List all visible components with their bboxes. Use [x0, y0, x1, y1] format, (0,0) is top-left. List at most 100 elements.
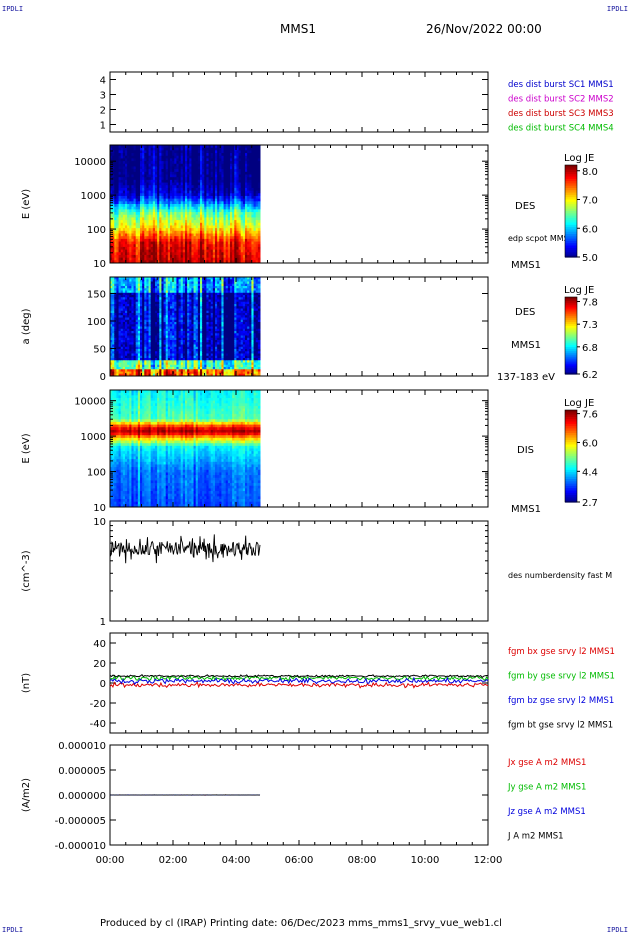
des-energy-cell [236, 233, 240, 237]
des-energy-cell [193, 204, 197, 208]
des-energy-cell [182, 179, 186, 184]
des-energy-cell [152, 177, 156, 181]
des-energy-cell [210, 225, 214, 229]
des-energy-cell [116, 220, 120, 224]
des-energy-cell [200, 179, 203, 184]
des-energy-cell [142, 204, 145, 208]
des-pitch-cell [125, 317, 128, 321]
des-energy-cell [144, 244, 147, 248]
des-energy-cell [172, 161, 175, 165]
des-energy-cell [227, 220, 231, 224]
des-energy-cell [187, 225, 190, 229]
des-energy-cell [223, 147, 227, 151]
des-energy-cell [110, 209, 113, 213]
des-energy-cell [212, 187, 216, 192]
des-energy-cell [227, 201, 231, 205]
des-pitch-cell [112, 297, 115, 300]
des-energy-cell [187, 230, 190, 234]
des-energy-cell [144, 225, 147, 229]
des-energy-cell [242, 193, 246, 197]
des-energy-cell [212, 195, 216, 200]
des-energy-cell [152, 244, 156, 248]
des-pitch-cell [129, 324, 132, 327]
des-energy-cell [185, 155, 188, 159]
des-energy-cell [245, 220, 248, 224]
des-energy-cell [255, 260, 259, 264]
des-energy-cell [219, 155, 222, 159]
des-energy-cell [212, 179, 216, 184]
des-energy-cell [234, 153, 237, 157]
des-energy-cell [146, 185, 150, 189]
des-energy-cell [170, 244, 173, 248]
des-energy-cell [249, 201, 252, 205]
des-energy-cell [217, 182, 220, 186]
des-energy-cell [240, 153, 244, 157]
des-energy-cell [150, 209, 154, 213]
des-energy-cell [208, 214, 212, 218]
des-energy-cell [161, 233, 165, 237]
des-energy-cell [180, 212, 184, 216]
des-energy-cell [208, 179, 212, 184]
des-energy-cell [142, 193, 145, 197]
des-energy-cell [185, 254, 188, 259]
des-energy-cell [142, 163, 145, 167]
des-energy-cell [144, 260, 147, 264]
des-pitch-cell [112, 340, 115, 343]
des-energy-cell [212, 252, 216, 256]
des-energy-cell [114, 201, 117, 205]
des-energy-cell [191, 171, 195, 175]
des-pitch-cell [131, 283, 135, 287]
des-energy-cell [182, 182, 186, 186]
des-energy-cell [257, 193, 261, 197]
des-pitch-cell [127, 335, 130, 339]
des-energy-cell [125, 238, 128, 243]
des-pitch-cell [120, 344, 124, 348]
des-energy-cell [238, 212, 242, 216]
des-energy-cell [208, 228, 212, 232]
des-energy-cell [127, 206, 130, 210]
des-energy-cell [125, 150, 128, 154]
des-energy-cell [227, 209, 231, 213]
des-energy-cell [206, 185, 210, 189]
des-energy-cell [245, 155, 248, 159]
des-energy-cell [172, 195, 175, 200]
des-energy-cell [110, 150, 113, 154]
des-energy-cell [120, 155, 124, 159]
des-energy-cell [227, 187, 231, 192]
des-energy-cell [122, 169, 126, 173]
des-energy-cell [215, 201, 218, 205]
des-energy-cell [144, 193, 147, 197]
des-energy-cell [195, 174, 199, 178]
des-energy-cell [135, 198, 139, 202]
des-energy-cell [137, 187, 141, 192]
des-energy-cell [215, 252, 218, 256]
des-energy-cell [131, 214, 135, 218]
des-energy-cell [251, 179, 255, 184]
des-energy-cell [142, 228, 145, 232]
des-energy-cell [236, 174, 240, 178]
des-energy-cell [189, 222, 192, 226]
des-energy-cell [255, 217, 259, 221]
des-energy-cell [118, 254, 122, 259]
des-energy-cell [225, 220, 229, 224]
des-energy-cell [174, 187, 177, 192]
des-energy-cell [131, 236, 135, 240]
des-energy-cell [146, 257, 150, 261]
des-energy-cell [142, 260, 145, 264]
des-energy-cell [174, 185, 177, 189]
des-energy-cell [217, 161, 220, 165]
des-energy-cell [163, 163, 167, 167]
des-energy-cell [112, 179, 115, 184]
des-energy-cell [189, 169, 192, 173]
des-energy-cell [185, 161, 188, 165]
des-energy-colorbar-tick-label: 7.0 [582, 196, 598, 207]
des-energy-cell [253, 241, 257, 245]
des-energy-cell [159, 249, 162, 253]
des-energy-cell [242, 206, 246, 210]
des-energy-cell [208, 257, 212, 261]
des-energy-cell [200, 254, 203, 259]
des-energy-cell [227, 182, 231, 186]
des-pitch-cell [129, 322, 132, 325]
des-energy-cell [172, 254, 175, 259]
des-energy-cell [191, 220, 195, 224]
